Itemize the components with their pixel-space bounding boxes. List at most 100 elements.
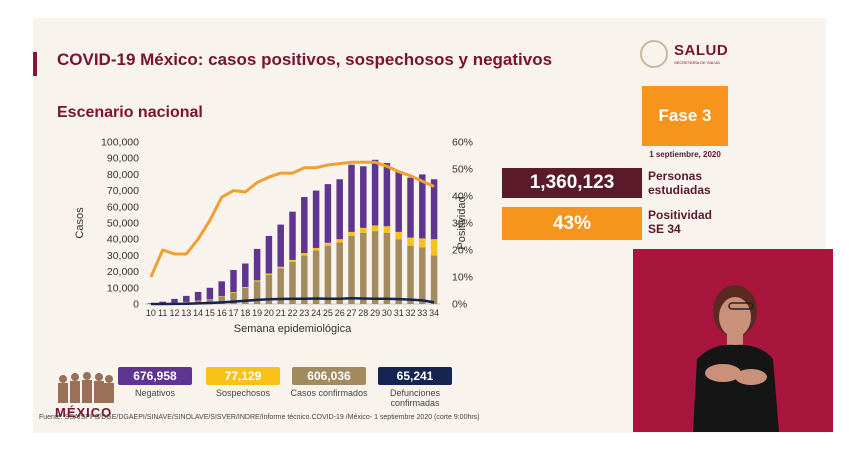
bar-negativos — [383, 163, 391, 227]
mexico-wordmark: MÉXICO — [55, 405, 113, 420]
y-tick-label: 80,000 — [107, 169, 139, 181]
bar-sospechosos — [253, 280, 261, 282]
bar-sospechosos — [395, 231, 402, 240]
x-tick-label: 28 — [358, 308, 368, 318]
bar-negativos — [430, 179, 438, 240]
x-tick-label: 31 — [394, 308, 404, 318]
source-note: Fuente: SSA/SPPS/DGE/DGAEPI/SINAVE/SINOL… — [39, 414, 480, 421]
x-tick-label: 16 — [217, 308, 227, 318]
bar-sospechosos — [289, 259, 296, 262]
line-defunciones — [150, 297, 435, 306]
cases-chart: 0 10,000 20,000 30,000 40,000 50,000 60,000 70,… — [74, 137, 473, 336]
bar-negativos — [419, 174, 426, 239]
bar-confirmados — [206, 299, 214, 304]
y2-tick-label: 30% — [452, 218, 473, 230]
y-tick-label: 0 — [133, 299, 139, 311]
y-tick-label: 50,000 — [107, 218, 139, 230]
kpi-value-3: 606,036 — [292, 367, 366, 385]
positividad-value: 43% — [502, 207, 642, 240]
x-tick-label: 30 — [382, 308, 392, 318]
bar-confirmados — [253, 281, 261, 304]
bar-confirmados — [336, 242, 343, 304]
page-title: COVID-19 México: casos positivos, sospec… — [57, 50, 553, 69]
bar-negativos — [371, 159, 379, 226]
personas-value: 1,360,123 — [502, 168, 642, 198]
bar-confirmados — [289, 261, 296, 304]
bar-negativos — [206, 287, 214, 300]
bar-confirmados — [312, 250, 320, 304]
x-tick-label: 32 — [405, 308, 415, 318]
bar-negativos — [336, 179, 343, 240]
y2-tick-label: 10% — [452, 272, 473, 284]
bar-confirmados — [265, 274, 273, 304]
bar-negativos — [312, 190, 320, 248]
logo-name: SALUD — [674, 42, 729, 59]
phase-date: 1 septiembre, 2020 — [649, 150, 721, 159]
x-tick-label: 23 — [299, 308, 309, 318]
bar-sospechosos — [383, 226, 391, 233]
seal-icon — [640, 40, 668, 68]
bar-sospechosos — [230, 292, 237, 293]
title-accent-bar — [33, 52, 37, 76]
bar-negativos — [395, 171, 402, 232]
bar-negativos — [194, 291, 202, 301]
bar-negativos — [289, 211, 296, 260]
x-tick-label: 27 — [346, 308, 356, 318]
x-tick-label: 12 — [169, 308, 179, 318]
bar-confirmados — [371, 231, 379, 304]
phase-badge: Fase 3 — [642, 86, 728, 146]
bar-negativos — [147, 303, 155, 304]
bar-negativos — [230, 269, 237, 293]
bar-negativos — [348, 164, 355, 232]
bar-negativos — [159, 301, 166, 304]
y-tick-label: 20,000 — [107, 266, 139, 278]
x-tick-label: 29 — [370, 308, 380, 318]
salud-logo: SALUD SECRETARÍA DE SALUD — [640, 40, 735, 70]
positividad-label: Positividad SE 34 — [648, 208, 728, 236]
personas-label-text: Personas estudiadas — [648, 169, 711, 197]
y2-tick-label: 50% — [452, 164, 473, 176]
bar-sospechosos — [265, 273, 273, 275]
bar-confirmados — [419, 247, 426, 304]
bar-confirmados — [277, 268, 284, 304]
bar-confirmados — [230, 292, 237, 304]
kpi-label-1: Negativos — [134, 388, 176, 398]
line-positividad — [149, 160, 435, 278]
personas-label: Personas estudiadas — [648, 169, 724, 197]
bar-negativos — [171, 298, 178, 303]
bar-sospechosos — [430, 239, 438, 256]
bar-sospechosos — [360, 227, 367, 233]
positividad-label-text: Positividad SE 34 — [648, 208, 713, 236]
bar-sospechosos — [407, 237, 414, 246]
x-axis-title: Semana epidemiológica — [234, 323, 352, 335]
x-tick-label: 21 — [276, 308, 286, 318]
x-tick-label: 10 — [146, 308, 156, 318]
kpi-label-2: Sospechosos — [215, 388, 271, 398]
bar-confirmados — [242, 287, 249, 304]
kpi-label-3: Casos confirmados — [290, 388, 368, 398]
bar-sospechosos — [348, 231, 355, 236]
y-tick-label: 100,000 — [101, 137, 139, 149]
y-tick-label: 30,000 — [107, 250, 139, 262]
bar-negativos — [242, 263, 249, 287]
x-tick-label: 33 — [417, 308, 427, 318]
bar-negativos — [277, 224, 284, 267]
y-axis-title: Casos — [74, 207, 86, 239]
x-tick-label: 20 — [264, 308, 274, 318]
bar-negativos — [324, 184, 332, 243]
y2-tick-label: 40% — [452, 191, 473, 203]
bar-confirmados — [348, 235, 355, 304]
x-tick-label: 34 — [429, 308, 439, 318]
kpi-label-4: Defunciones confirmadas — [389, 388, 441, 408]
bar-confirmados — [395, 239, 402, 304]
bar-negativos — [183, 295, 190, 302]
kpi-value-4: 65,241 — [378, 367, 452, 385]
x-tick-label: 26 — [335, 308, 345, 318]
bar-negativos — [218, 281, 225, 297]
bar-sospechosos — [242, 286, 249, 288]
bar-negativos — [360, 166, 367, 228]
bar-confirmados — [407, 245, 414, 304]
x-tick-label: 17 — [228, 308, 238, 318]
y-tick-label: 60,000 — [107, 201, 139, 213]
bar-sospechosos — [419, 238, 426, 248]
